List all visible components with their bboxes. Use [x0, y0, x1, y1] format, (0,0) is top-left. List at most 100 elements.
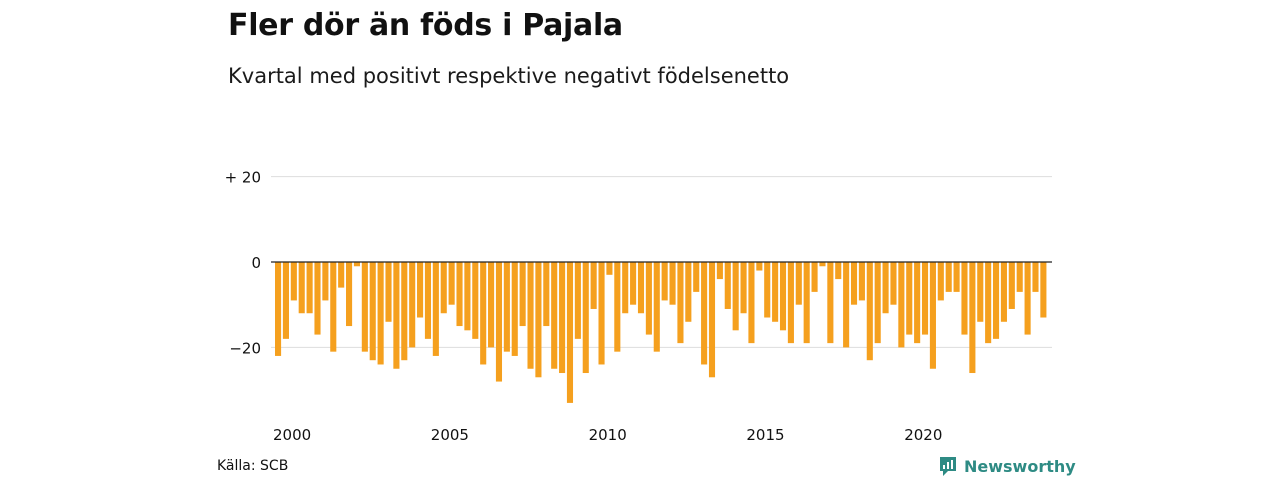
bar	[472, 262, 479, 339]
bar	[527, 262, 534, 369]
bar	[377, 262, 384, 365]
bar	[764, 262, 771, 318]
bar	[637, 262, 645, 314]
bar	[480, 262, 487, 365]
bar	[858, 262, 865, 301]
bar	[685, 262, 692, 322]
bar	[701, 262, 708, 365]
newsworthy-logo: Newsworthy	[938, 455, 1076, 477]
bar	[606, 262, 613, 275]
bar	[432, 262, 439, 356]
bar	[953, 262, 960, 292]
bar	[661, 262, 668, 301]
bar	[835, 262, 842, 280]
bar	[1016, 262, 1023, 292]
bar	[1008, 262, 1015, 309]
bar	[653, 262, 660, 352]
bar	[566, 262, 574, 403]
y-tick-label: −20	[229, 339, 261, 357]
bar	[590, 262, 597, 309]
x-tick-label: 2015	[746, 426, 784, 444]
bar	[630, 262, 637, 305]
bar	[724, 262, 731, 309]
bar	[401, 262, 408, 361]
bar	[535, 262, 542, 378]
bar	[866, 262, 873, 361]
bar	[495, 262, 503, 382]
bar	[1024, 262, 1031, 335]
newsworthy-icon	[940, 457, 956, 476]
bar	[985, 262, 992, 344]
bar	[803, 262, 810, 344]
bar	[977, 262, 984, 322]
bar	[417, 262, 424, 318]
bar	[969, 262, 976, 374]
bar	[921, 262, 929, 335]
bar	[827, 262, 834, 344]
bar	[929, 262, 936, 369]
bar	[677, 262, 684, 344]
bar	[409, 262, 416, 348]
x-tick-label: 2005	[431, 426, 469, 444]
y-tick-label: 0	[251, 254, 261, 272]
bar	[874, 262, 881, 344]
bar	[748, 262, 755, 344]
bar	[598, 262, 605, 365]
bar	[622, 262, 629, 314]
bar	[693, 262, 700, 292]
bar	[574, 262, 581, 339]
bar	[503, 262, 510, 352]
bar	[992, 262, 1000, 339]
bar	[898, 262, 905, 348]
bar	[1040, 262, 1047, 318]
bar	[708, 262, 716, 378]
bar	[346, 262, 353, 327]
bar	[850, 262, 858, 305]
bar	[906, 262, 913, 335]
bar	[559, 262, 566, 374]
y-tick-label: + 20	[225, 169, 261, 187]
bar	[945, 262, 952, 292]
bar	[1000, 262, 1007, 322]
bar	[330, 262, 337, 352]
bar	[551, 262, 558, 369]
bar	[361, 262, 368, 352]
bar	[543, 262, 550, 327]
bar	[645, 262, 652, 335]
bar	[669, 262, 676, 305]
bar	[756, 262, 763, 271]
bar	[614, 262, 621, 352]
bar	[322, 262, 329, 301]
bar	[385, 262, 392, 322]
bar	[843, 262, 850, 348]
bar	[779, 262, 787, 331]
bar	[890, 262, 897, 305]
bar	[787, 262, 794, 344]
bar	[353, 262, 360, 267]
bar	[306, 262, 313, 314]
bar	[716, 262, 723, 280]
x-tick-label: 2010	[589, 426, 627, 444]
bar	[772, 262, 779, 322]
bar	[740, 262, 747, 314]
bar	[582, 262, 589, 374]
bar	[298, 262, 305, 314]
bar	[811, 262, 818, 292]
bar	[464, 262, 471, 331]
bar	[424, 262, 432, 339]
bar	[519, 262, 526, 327]
bar	[393, 262, 400, 369]
bar	[882, 262, 889, 314]
bar	[456, 262, 463, 327]
bar	[937, 262, 944, 301]
bar	[488, 262, 495, 348]
bar	[819, 262, 826, 267]
bar	[511, 262, 518, 356]
x-tick-label: 2020	[904, 426, 942, 444]
bar	[314, 262, 321, 335]
chart-title: Fler dör än föds i Pajala	[228, 8, 623, 43]
bar	[1032, 262, 1039, 292]
bar	[369, 262, 376, 361]
bar	[732, 262, 739, 331]
